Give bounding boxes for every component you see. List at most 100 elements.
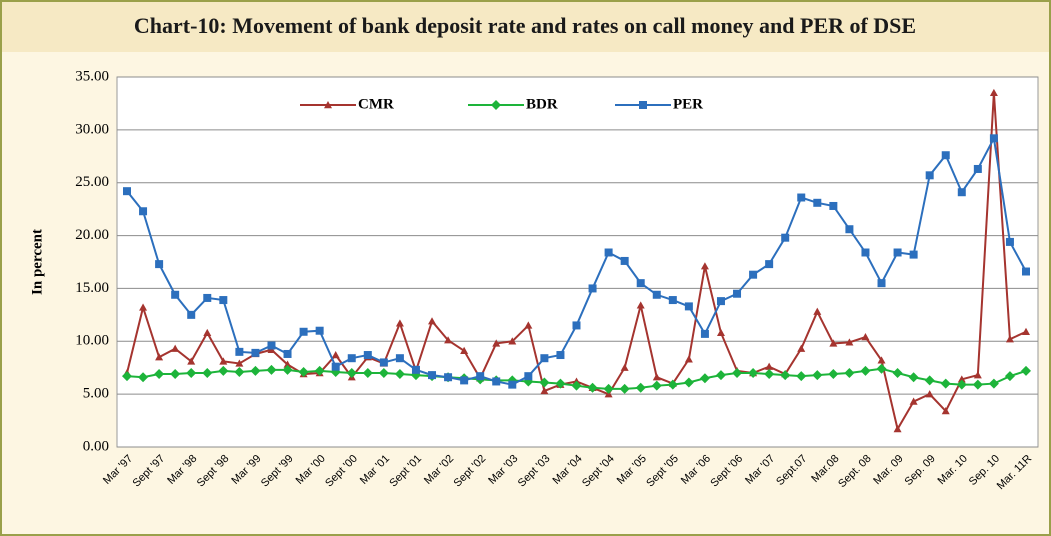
marker [845,225,854,234]
marker [941,151,950,160]
marker [1022,267,1030,276]
marker [652,373,661,381]
legend-label: BDR [526,96,558,112]
legend-marker [639,101,647,109]
legend-marker [491,100,501,110]
marker [829,201,838,210]
marker [940,378,951,389]
marker [219,296,228,305]
marker [813,307,822,315]
marker [444,373,453,382]
title-band [2,2,1049,52]
marker [1022,327,1030,335]
marker [764,369,775,380]
plot-area [116,76,1039,448]
marker [684,302,693,311]
marker [202,368,213,378]
marker [122,371,132,382]
y-axis-label: In percent [29,229,45,295]
marker [603,383,614,394]
marker [428,317,437,325]
marker [524,321,533,329]
marker [909,397,918,405]
marker [155,260,164,269]
marker [620,256,629,265]
marker [250,365,261,376]
legend-label: PER [673,96,703,112]
marker [234,366,245,377]
marker [460,346,469,354]
marker [331,351,340,359]
y-tick-label: 10.00 [75,333,109,349]
marker [925,171,934,180]
marker [571,380,582,391]
marker [186,368,197,378]
marker [139,303,148,311]
marker [1005,335,1014,343]
marker [283,360,292,368]
marker [956,379,967,390]
marker [732,368,743,378]
marker [716,328,725,337]
marker [797,193,806,202]
marker [171,290,180,299]
y-tick-label: 0.00 [83,438,109,454]
marker [765,260,774,269]
marker [411,365,420,374]
marker [218,365,229,376]
marker [909,250,918,259]
marker [298,366,309,377]
marker [379,358,388,367]
marker [394,369,405,380]
marker [620,363,629,371]
marker [155,353,164,361]
marker [893,248,902,257]
marker [973,371,982,379]
marker [314,365,325,376]
marker [700,329,709,338]
marker [492,377,501,386]
marker [444,336,453,344]
marker [699,373,710,384]
marker [266,364,277,375]
marker [267,341,276,350]
marker [588,284,597,293]
marker [283,349,292,358]
marker [604,248,613,257]
marker [941,407,950,415]
marker [187,357,196,365]
marker [667,379,678,390]
marker [973,164,982,173]
marker [1004,371,1015,382]
legend-marker [324,101,332,109]
chart-title: Chart-10: Movement of bank deposit rate … [134,13,916,38]
legend-label: CMR [358,96,394,112]
marker [972,379,983,390]
marker [1021,365,1031,376]
marker [187,310,196,319]
marker [716,297,725,306]
marker [363,351,372,360]
marker [476,372,485,381]
marker [587,382,598,393]
y-tick-label: 30.00 [75,121,109,137]
marker [829,339,838,347]
marker [861,333,870,341]
marker [908,372,919,383]
marker [957,375,966,383]
marker [893,425,902,433]
marker [492,339,501,347]
y-tick-label: 15.00 [75,280,109,296]
marker [123,187,131,196]
marker [235,359,244,367]
marker [748,368,759,378]
marker [346,368,357,378]
marker [925,390,934,398]
marker [540,386,549,395]
marker [556,351,565,360]
marker [989,134,998,143]
marker [572,321,581,330]
marker [170,369,181,380]
marker [555,378,566,389]
